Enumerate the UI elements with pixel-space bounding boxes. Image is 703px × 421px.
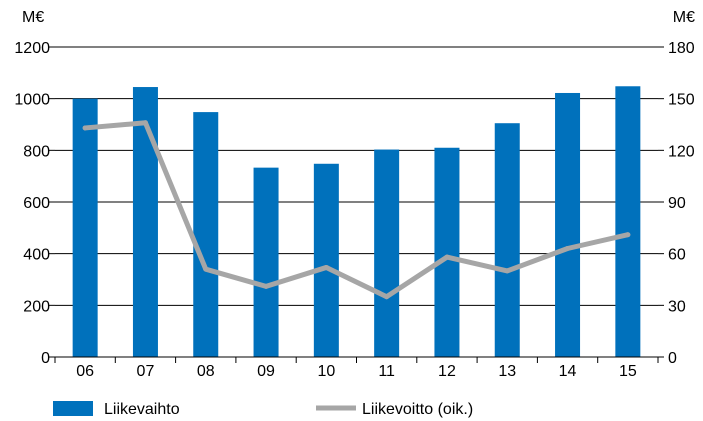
x-tick-label: 11 <box>378 363 395 380</box>
line-point-10 <box>323 264 329 270</box>
legend-swatch-liikevaihto <box>53 401 93 416</box>
left-tick-label: 200 <box>23 298 50 315</box>
bar-06 <box>72 98 98 358</box>
x-tick-label: 12 <box>438 363 456 380</box>
left-tick-label: 400 <box>23 247 50 264</box>
bar-14 <box>555 92 581 357</box>
left-axis-unit: M€ <box>22 9 44 26</box>
x-tick-label: 08 <box>197 363 215 380</box>
x-tick-label: 06 <box>76 363 94 380</box>
x-tick-label: 15 <box>619 363 637 380</box>
right-tick-label: 180 <box>668 40 695 57</box>
x-tick-label: 07 <box>137 363 155 380</box>
bar-11 <box>374 149 400 357</box>
bar-08 <box>193 112 219 357</box>
line-point-11 <box>384 294 390 300</box>
left-tick-label: 0 <box>41 350 50 367</box>
line-point-08 <box>203 266 209 272</box>
line-point-06 <box>82 125 88 131</box>
right-axis: 0 30 60 90 120 150 180 <box>658 40 695 367</box>
line-point-09 <box>263 283 269 289</box>
line-series-liikevoitto <box>82 120 631 300</box>
bar-15 <box>615 86 641 358</box>
line-point-14 <box>565 246 571 251</box>
right-tick-label: 30 <box>668 298 686 315</box>
x-axis: 06 07 08 09 10 11 12 13 14 15 <box>54 356 659 380</box>
line-point-12 <box>444 254 450 260</box>
legend-label-liikevoitto: Liikevoitto (oik.) <box>362 401 473 418</box>
right-tick-label: 60 <box>668 247 686 264</box>
x-tick-label: 10 <box>317 363 335 380</box>
bar-10 <box>313 163 339 357</box>
bar-07 <box>132 87 158 358</box>
right-axis-unit: M€ <box>673 9 695 26</box>
bar-12 <box>434 147 460 357</box>
bar-09 <box>253 167 279 357</box>
legend: Liikevaihto Liikevoitto (oik.) <box>53 401 473 418</box>
left-tick-label: 600 <box>23 195 50 212</box>
right-tick-label: 0 <box>668 350 677 367</box>
legend-label-liikevaihto: Liikevaihto <box>104 401 180 418</box>
x-tick-label: 13 <box>498 363 516 380</box>
x-tick-label: 09 <box>257 363 275 380</box>
right-tick-label: 120 <box>668 143 695 160</box>
line-point-15 <box>625 232 631 238</box>
left-tick-label: 800 <box>23 143 50 160</box>
line-point-07 <box>142 120 148 126</box>
right-tick-label: 90 <box>668 195 686 212</box>
bar-series-liikevaihto <box>72 86 641 358</box>
line-point-13 <box>504 268 510 274</box>
left-tick-label: 1200 <box>14 40 50 57</box>
left-axis: 0 200 400 600 800 1000 1200 <box>14 40 55 367</box>
line-path-liikevoitto <box>82 120 631 300</box>
left-tick-label: 1000 <box>14 92 50 109</box>
right-tick-label: 150 <box>668 92 695 109</box>
x-tick-label: 14 <box>559 363 577 380</box>
bar-13 <box>494 123 520 357</box>
